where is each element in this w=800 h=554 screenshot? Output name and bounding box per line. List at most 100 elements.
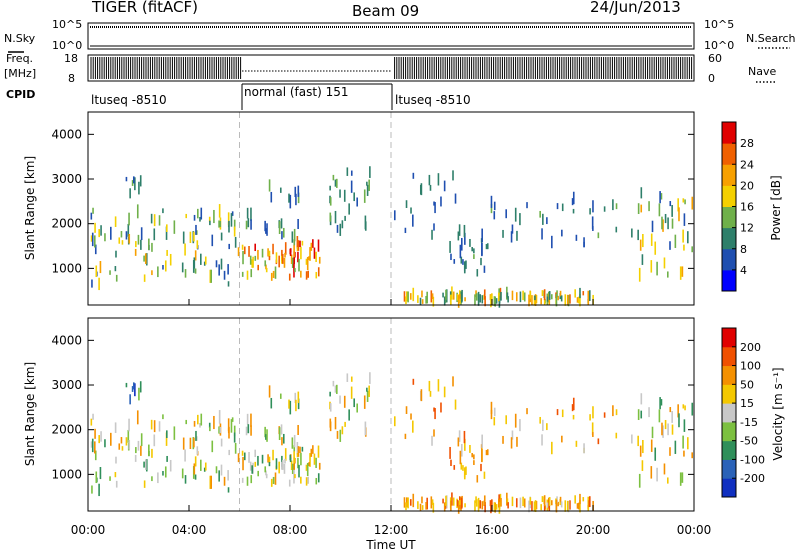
velocity-echo bbox=[526, 408, 528, 415]
colorbar-segment bbox=[722, 346, 736, 367]
power-echo bbox=[204, 256, 207, 265]
velocity-echo bbox=[431, 435, 433, 446]
colorbar-tick-label: 50 bbox=[740, 378, 754, 391]
power-echo bbox=[261, 248, 264, 258]
velocity-echo bbox=[493, 407, 496, 417]
power-echo bbox=[674, 234, 677, 248]
velocity-colorbar: 200 100 50 15 -15 -50 -100 -200 bbox=[721, 327, 765, 498]
power-echo bbox=[344, 215, 346, 221]
colorbar-tick-label: 28 bbox=[740, 137, 754, 150]
velocity-echo bbox=[169, 459, 172, 472]
velocity-echo bbox=[343, 395, 346, 408]
power-echo bbox=[683, 213, 686, 226]
velocity-echo bbox=[213, 415, 215, 430]
velocity-echo bbox=[540, 504, 542, 511]
y-tick-label: 4000 bbox=[51, 333, 82, 347]
power-echo bbox=[431, 293, 434, 299]
velocity-echo bbox=[208, 422, 211, 428]
velocity-echo bbox=[296, 452, 299, 458]
velocity-echo bbox=[481, 448, 483, 463]
power-echo bbox=[612, 199, 614, 211]
power-echo bbox=[99, 260, 102, 274]
power-echo bbox=[495, 298, 498, 304]
velocity-echo bbox=[299, 446, 301, 454]
power-echo bbox=[266, 223, 268, 236]
velocity-echo bbox=[592, 406, 594, 419]
velocity-echo bbox=[577, 502, 580, 510]
velocity-echo bbox=[94, 450, 97, 461]
power-echo bbox=[564, 294, 567, 306]
power-echo bbox=[230, 213, 233, 227]
radar-title: TIGER (fitACF) bbox=[92, 0, 199, 16]
velocity-echo bbox=[230, 419, 233, 433]
power-echo bbox=[94, 222, 96, 233]
velocity-echo bbox=[237, 453, 240, 463]
power-echo bbox=[313, 247, 316, 259]
colorbar-tick-label: 24 bbox=[740, 158, 754, 171]
velocity-echo bbox=[257, 455, 259, 466]
velocity-echo bbox=[495, 504, 498, 510]
power-echo bbox=[490, 203, 493, 214]
velocity-echo bbox=[587, 500, 590, 508]
velocity-echo bbox=[666, 477, 669, 484]
velocity-echo bbox=[350, 386, 353, 399]
velocity-echo bbox=[405, 502, 407, 511]
power-echo bbox=[169, 253, 172, 266]
freq-tick-top: 18 bbox=[64, 52, 78, 65]
velocity-echo bbox=[209, 426, 211, 432]
time-axis-label: Time UT bbox=[365, 538, 416, 552]
velocity-echo bbox=[484, 502, 486, 513]
power-echo bbox=[158, 215, 161, 226]
velocity-echo bbox=[350, 376, 353, 382]
y-tick-label: 1000 bbox=[51, 261, 82, 275]
velocity-echo bbox=[576, 503, 579, 509]
power-echo bbox=[368, 179, 370, 191]
velocity-echo bbox=[458, 430, 461, 442]
power-echo bbox=[268, 250, 271, 258]
velocity-echo bbox=[429, 390, 432, 397]
velocity-panel: 1000 2000 3000 4000 Slant Range [km] 200 100… bbox=[23, 317, 785, 514]
velocity-echo bbox=[318, 462, 321, 470]
power-echo bbox=[213, 209, 215, 224]
velocity-echo bbox=[366, 387, 368, 392]
velocity-echo bbox=[284, 458, 286, 464]
velocity-echo bbox=[474, 500, 476, 512]
velocity-echo bbox=[143, 480, 146, 488]
power-echo bbox=[421, 299, 424, 304]
power-echo bbox=[557, 295, 559, 301]
x-tick-label: 16:00 bbox=[475, 523, 510, 537]
power-echo bbox=[555, 293, 558, 307]
power-echo bbox=[556, 203, 559, 210]
power-echo bbox=[493, 201, 496, 211]
power-echo bbox=[559, 290, 562, 297]
velocity-echo bbox=[308, 462, 310, 467]
velocity-echo bbox=[184, 475, 187, 484]
velocity-echo bbox=[219, 427, 222, 434]
power-echo bbox=[449, 240, 451, 253]
power-echo bbox=[334, 179, 337, 187]
velocity-echo bbox=[654, 447, 657, 461]
velocity-echo bbox=[305, 477, 308, 486]
velocity-echo bbox=[104, 439, 106, 448]
velocity-echo bbox=[301, 446, 304, 452]
beam-title: Beam 09 bbox=[352, 2, 420, 20]
power-echo bbox=[589, 208, 591, 215]
power-echo bbox=[490, 195, 493, 208]
velocity-echo bbox=[281, 459, 284, 470]
power-echo bbox=[297, 251, 299, 263]
power-echo bbox=[137, 234, 140, 245]
velocity-echo bbox=[564, 500, 567, 512]
velocity-echo bbox=[300, 452, 302, 466]
power-echo bbox=[228, 220, 230, 233]
velocity-echo bbox=[293, 450, 295, 464]
power-echo bbox=[597, 232, 600, 239]
velocity-echo bbox=[227, 418, 230, 432]
cpid-panel: CPID ltuseq -8510 normal (fast) 151 ltus… bbox=[6, 83, 471, 110]
velocity-echo bbox=[546, 423, 548, 431]
velocity-echo bbox=[393, 416, 396, 427]
power-echo bbox=[162, 208, 164, 214]
power-echo bbox=[264, 220, 266, 232]
power-echo bbox=[420, 183, 423, 196]
power-echo bbox=[98, 277, 100, 291]
power-echo bbox=[481, 242, 483, 257]
